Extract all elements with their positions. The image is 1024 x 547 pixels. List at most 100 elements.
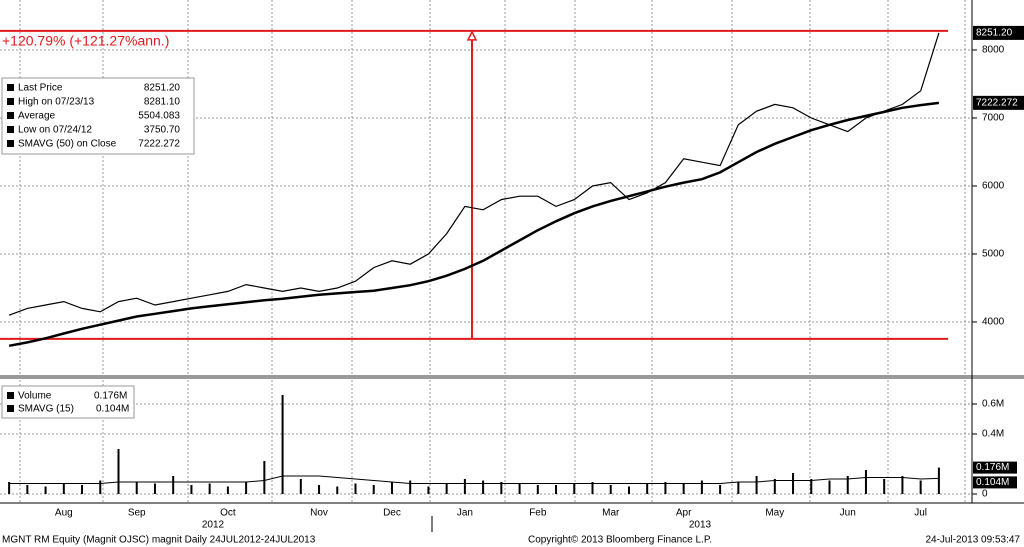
legend-swatch <box>7 405 14 412</box>
volume-bar <box>372 485 375 494</box>
x-tick-label: Mar <box>602 508 620 519</box>
footer-center: Copyright© 2013 Bloomberg Finance L.P. <box>528 535 712 546</box>
panel-separator <box>0 375 1024 379</box>
volume-bar <box>299 479 302 494</box>
volume-value-label: 0.176M <box>976 462 1009 473</box>
volume-bar <box>281 395 284 494</box>
volume-bar <box>846 476 849 494</box>
volume-bar <box>81 485 84 494</box>
volume-bar <box>737 482 740 494</box>
volume-bar <box>153 483 156 494</box>
legend-swatch <box>7 392 14 399</box>
volume-bar <box>44 486 47 494</box>
y-tick-label: 4000 <box>982 317 1005 328</box>
volume-bar <box>500 482 503 494</box>
volume-bar <box>263 461 266 494</box>
year-label: 2012 <box>202 520 225 531</box>
volume-bar <box>864 470 867 494</box>
arrow-head <box>466 30 478 41</box>
y-tick-label: 0.6M <box>982 399 1004 410</box>
volume-bar <box>117 449 120 494</box>
volume-sma-value-label: 0.104M <box>976 477 1009 488</box>
volume-sma-value-box <box>973 476 1017 489</box>
legend-value: 0.104M <box>96 404 129 415</box>
sma-box <box>973 95 1024 110</box>
volume-bar <box>8 482 11 494</box>
annotation: +120.79% (+121.27%ann.) <box>2 33 169 49</box>
volume-bar <box>573 483 576 494</box>
legend: Last Price 8251.20 High on 07/23/13 8281.10… <box>1 77 195 155</box>
legend-value: 8251.20 <box>144 83 181 94</box>
y-tick-label: 7000 <box>982 113 1005 124</box>
y-tick-label: 8000 <box>982 45 1005 56</box>
legend-label: High on 07/23/13 <box>18 97 95 108</box>
volume-bar <box>755 476 758 494</box>
x-tick-label: Apr <box>676 508 692 519</box>
last-price-label: 8251.20 <box>976 28 1013 39</box>
y-tick-label: 0 <box>982 489 988 500</box>
volume-bar <box>245 482 248 494</box>
volume-bar <box>536 485 539 494</box>
legend-box <box>1 385 135 419</box>
volume-bar <box>62 483 65 494</box>
volume-bar <box>719 485 722 494</box>
volume-bar <box>828 480 831 494</box>
volume-bar <box>682 483 685 494</box>
volume-bar <box>427 486 430 494</box>
legend-value: 5504.083 <box>138 111 180 122</box>
legend-swatch <box>7 140 14 147</box>
volume-bar <box>609 485 612 494</box>
sma-label: 7222.272 <box>976 98 1018 109</box>
series-line <box>8 32 940 316</box>
legend-swatch <box>7 126 14 133</box>
volume-bar <box>792 473 795 494</box>
volume-legend: Volume 0.176M SMAVG (15) 0.104M <box>1 385 135 419</box>
volume-bar <box>172 476 175 494</box>
volume-bar <box>700 480 703 494</box>
x-tick-label: Oct <box>220 508 236 519</box>
legend-value: 3750.70 <box>144 125 181 136</box>
legend-label: SMAVG (50) on Close <box>18 139 117 150</box>
y-tick-label: 5000 <box>982 249 1005 260</box>
volume-bar <box>390 482 393 494</box>
y-tick-label: 0.4M <box>982 429 1004 440</box>
volume-bar <box>482 480 485 494</box>
x-tick-label: Feb <box>529 508 547 519</box>
volume-bar <box>937 467 940 494</box>
legend-label: Low on 07/24/12 <box>18 125 92 136</box>
legend-swatch <box>7 112 14 119</box>
volume-bar <box>883 479 886 494</box>
volume-bar <box>627 486 630 494</box>
volume-bar <box>901 476 904 494</box>
series-line <box>8 101 940 348</box>
last-price-box <box>973 25 1024 40</box>
y-tick-label: 6000 <box>982 181 1005 192</box>
volume-bar <box>919 480 922 494</box>
volume-bar <box>445 483 448 494</box>
x-tick-label: Nov <box>310 508 328 519</box>
legend-label: Volume <box>18 391 52 402</box>
volume-bar <box>664 482 667 494</box>
volume-bar <box>99 480 102 494</box>
x-tick-label: Jun <box>840 508 856 519</box>
legend-box <box>1 77 195 155</box>
x-tick-label: Aug <box>55 508 73 519</box>
x-tick-label: Dec <box>383 508 401 519</box>
volume-bar <box>226 486 229 494</box>
volume-bar <box>354 483 357 494</box>
legend-swatch <box>7 98 14 105</box>
legend-label: Last Price <box>18 83 63 94</box>
volume-bar <box>135 482 138 494</box>
footer-left: MGNT RM Equity (Magnit OJSC) magnit Dail… <box>2 535 316 546</box>
volume-bar <box>208 483 211 494</box>
legend-value: 7222.272 <box>138 139 180 150</box>
x-tick-label: Jul <box>914 508 927 519</box>
volume-bar <box>810 479 813 494</box>
volume-bar <box>26 485 29 494</box>
volume-bar <box>555 485 558 494</box>
legend-swatch <box>7 84 14 91</box>
footer-right: 24-Jul-2013 09:53:47 <box>925 535 1020 546</box>
year-label: 2013 <box>689 520 712 531</box>
